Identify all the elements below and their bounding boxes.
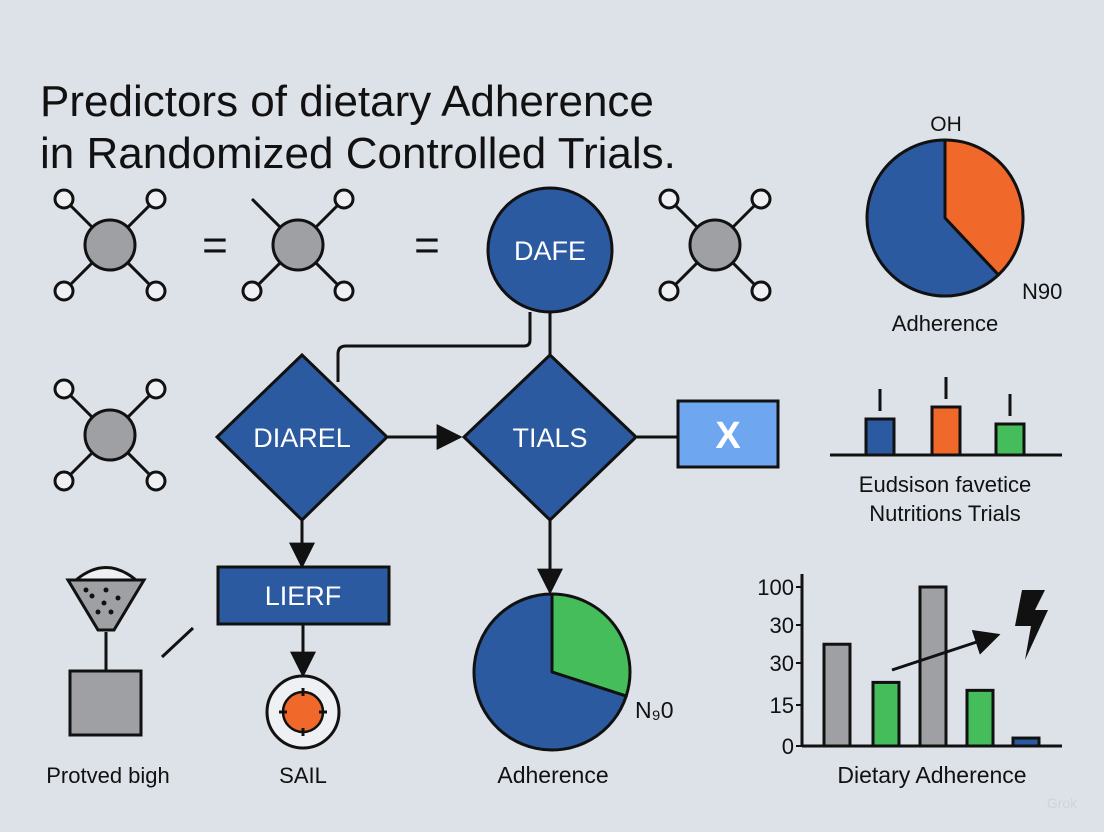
- x-box: [676, 399, 780, 469]
- pie-slice: [550, 592, 632, 698]
- molecule-atom: [145, 470, 167, 492]
- adherence-bar-chart: 100 30 30 15 0: [757, 574, 1062, 759]
- molecule-atom: [53, 378, 75, 400]
- bar: [1011, 736, 1041, 748]
- lierf-box: [216, 565, 391, 626]
- bar: [930, 405, 962, 457]
- pie-title: OH: [930, 113, 962, 136]
- dafe-label: DAFE: [514, 236, 586, 266]
- bar-chart-xlabel: Dietary Adherence: [837, 762, 1026, 788]
- molecule-atom: [750, 280, 772, 302]
- bar: [871, 680, 901, 748]
- molecule-icon: [53, 188, 167, 302]
- molecule-atom: [333, 188, 355, 210]
- funnel-icon: [65, 566, 147, 632]
- molecule-atom: [333, 280, 355, 302]
- molecule-core: [83, 408, 137, 462]
- y-tick-label: 15: [770, 693, 794, 718]
- tials-label: TIALS: [512, 423, 587, 453]
- center-pie-label: Adherence: [497, 762, 608, 788]
- molecule-atom: [53, 188, 75, 210]
- gray-square: [68, 669, 143, 737]
- bar: [822, 642, 852, 748]
- dash-line: [160, 626, 195, 659]
- small-bar-caption-2: Nutritions Trials: [869, 501, 1021, 526]
- molecule-core: [688, 218, 742, 272]
- molecule-atom: [658, 280, 680, 302]
- molecule-icon: [53, 378, 167, 492]
- equals-icon: =: [414, 221, 440, 270]
- target-label: SAIL: [279, 763, 327, 788]
- diarel-label: DIAREL: [253, 423, 351, 453]
- molecule-core: [83, 218, 137, 272]
- diarel-diamond: [214, 352, 390, 523]
- pie-label: Adherence: [892, 311, 998, 336]
- target-icon: [265, 674, 341, 750]
- y-tick-label: 0: [782, 734, 794, 759]
- molecule-atom: [145, 188, 167, 210]
- title-line-1: Predictors of dietary Adherence: [40, 77, 654, 126]
- pie-slice: [865, 138, 1000, 298]
- center-pie-note: N₉0: [635, 697, 674, 723]
- pie-slice: [943, 138, 1025, 277]
- pie-slice: [472, 592, 628, 752]
- center-pie-chart: [472, 592, 632, 752]
- trend-arrow: [891, 629, 1001, 672]
- molecule-icon: [658, 188, 772, 302]
- molecule-atom: [53, 470, 75, 492]
- lightning-icon: [1015, 590, 1048, 660]
- molecule-atom: [658, 188, 680, 210]
- funnel-label: Protved bigh: [46, 763, 170, 788]
- y-tick-label: 30: [770, 651, 794, 676]
- molecule-core: [271, 218, 325, 272]
- molecule-atom: [750, 188, 772, 210]
- y-tick-label: 30: [770, 613, 794, 638]
- molecule-icon: [241, 188, 355, 302]
- title-line-2: in Randomized Controlled Trials.: [40, 129, 676, 178]
- x-box-label: X: [715, 415, 741, 457]
- watermark: Grok: [1047, 795, 1078, 811]
- bar: [965, 688, 995, 748]
- top-pie-chart: [865, 138, 1025, 298]
- molecule-atom: [241, 280, 263, 302]
- small-bar-chart: [830, 377, 1062, 457]
- molecule-atom: [53, 280, 75, 302]
- bar: [864, 417, 896, 457]
- bar: [994, 422, 1026, 457]
- molecule-atom: [145, 280, 167, 302]
- connectors: [104, 312, 678, 678]
- bar: [918, 585, 948, 748]
- equals-icon: =: [202, 221, 228, 270]
- molecules: [53, 188, 772, 492]
- small-bar-caption-1: Eudsison favetice: [859, 472, 1031, 497]
- molecule-atom: [145, 378, 167, 400]
- dafe-node: [486, 186, 614, 314]
- tials-diamond: [461, 352, 639, 523]
- y-tick-label: 100: [757, 575, 794, 600]
- pie-annotation: N90: [1022, 279, 1062, 304]
- lierf-label: LIERF: [265, 581, 342, 611]
- connector-line: [336, 312, 532, 382]
